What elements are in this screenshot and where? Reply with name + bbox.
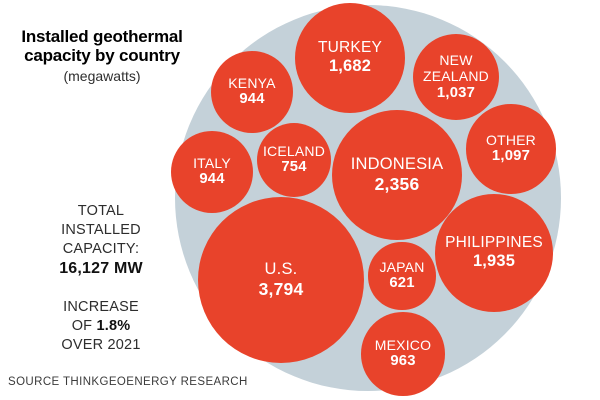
bubble-italy: ITALY 944 <box>170 130 254 214</box>
chart-title: Installed geothermal capacity by country… <box>7 27 197 85</box>
total-capacity-label-line-2: INSTALLED <box>61 222 141 238</box>
bubble-country-label: ICELAND <box>262 142 326 159</box>
bubble-country-label: PHILIPPINES <box>445 234 543 252</box>
increase-of-text: OF <box>71 318 97 334</box>
bubble-country-label: TURKEY <box>317 39 383 57</box>
bubble-kenya: KENYA 944 <box>210 50 294 134</box>
increase-percent: 1.8% <box>96 318 131 334</box>
bubble-country-label: KENYA <box>228 74 276 91</box>
bubble-iceland: ICELAND 754 <box>256 122 331 197</box>
bubble-value-label: 754 <box>281 159 307 176</box>
total-capacity-value: 16,127 MW <box>59 260 143 277</box>
bubble-value-label: 944 <box>199 171 225 188</box>
bubble-mexico: MEXICO 963 <box>361 312 445 396</box>
bubble-other: OTHER 1,097 <box>466 104 556 194</box>
total-capacity-label-line-3: CAPACITY: <box>62 241 140 257</box>
bubble-japan: JAPAN 621 <box>368 242 436 310</box>
bubble-value-label: 1,935 <box>472 252 516 271</box>
bubble-u-s: U.S. 3,794 <box>198 197 364 363</box>
increase-line-1: INCREASE <box>63 299 139 315</box>
bubble-country-label: U.S. <box>264 259 298 278</box>
chart-subtitle: (megawatts) <box>63 68 141 84</box>
bubble-country-label: ITALY <box>193 154 231 171</box>
bubble-philippines: PHILIPPINES 1,935 <box>434 193 554 313</box>
bubble-value-label: 2,356 <box>374 174 420 195</box>
bubble-country-label: ZEALAND <box>422 68 489 85</box>
bubble-value-label: 621 <box>389 275 415 292</box>
bubble-country-label: JAPAN <box>379 258 425 275</box>
bubble-indonesia: INDONESIA 2,356 <box>331 109 463 241</box>
source-line: SOURCE THINKGEOENERGY RESEARCH <box>8 376 248 388</box>
bubble-country-label: OTHER <box>485 131 536 148</box>
bubble-value-label: 944 <box>239 91 265 108</box>
total-capacity-label-line-1: TOTAL <box>77 203 125 219</box>
stats-block: TOTAL INSTALLED CAPACITY: 16,127 MW INCR… <box>21 202 181 355</box>
title-line-1: Installed geothermal <box>21 27 183 46</box>
bubble-country-label: MEXICO <box>374 336 432 353</box>
bubble-value-label: 963 <box>390 353 416 370</box>
title-line-2: capacity by country <box>24 46 180 65</box>
bubble-country-label: INDONESIA <box>350 154 444 173</box>
bubble-turkey: TURKEY 1,682 <box>294 2 406 114</box>
bubble-value-label: 1,682 <box>328 57 372 76</box>
bubble-value-label: 1,037 <box>436 84 476 101</box>
bubble-value-label: 1,097 <box>491 148 531 165</box>
increase-line-2: OF 1.8% <box>21 317 181 336</box>
bubble-value-label: 3,794 <box>258 279 304 300</box>
increase-line-3: OVER 2021 <box>61 337 141 353</box>
bubble-new-zealand: NEW ZEALAND 1,037 <box>412 33 500 121</box>
bubble-country-label: NEW <box>439 51 473 68</box>
